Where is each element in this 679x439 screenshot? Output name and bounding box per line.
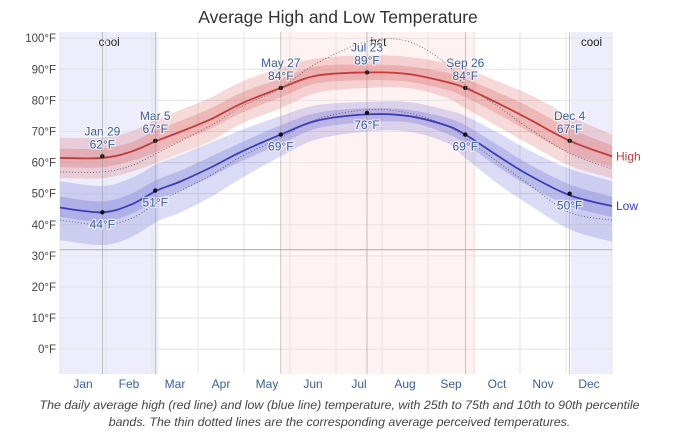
x-tick-label-8: Sep — [440, 377, 462, 391]
low-series-label: Low — [616, 199, 638, 213]
high-line — [59, 71, 613, 160]
low-annotation-value-6: 44°F — [90, 217, 115, 231]
season-label-2: cool — [581, 37, 602, 49]
y-tick-label-1: 10°F — [32, 313, 56, 325]
low-annotation-value-10: 69°F — [453, 140, 478, 154]
temperature-chart: Average High and Low Temperature cool hot… — [25, 7, 641, 391]
y-tick-label-2: 20°F — [32, 282, 56, 294]
low-marker-dot-11 — [567, 191, 572, 196]
low-band-10-90 — [60, 101, 612, 246]
high-band-10-90 — [60, 55, 612, 179]
caption-line-1: The daily average high (red line) and lo… — [39, 398, 640, 412]
season-bands: cool hot cool — [60, 32, 612, 374]
percentile-bands — [60, 55, 612, 246]
x-tick-label-5: Jun — [303, 377, 322, 391]
chart-caption: The daily average high (red line) and lo… — [0, 397, 679, 431]
y-tick-label-3: 30°F — [32, 251, 56, 263]
low-marker-dot-6 — [100, 210, 105, 215]
season-band-1 — [280, 32, 476, 374]
y-tick-label-6: 60°F — [32, 158, 56, 170]
x-tick-label-9: Oct — [488, 377, 507, 391]
y-tick-label-9: 90°F — [32, 64, 56, 76]
chart-title: Average High and Low Temperature — [198, 7, 478, 27]
grid-lines — [59, 32, 613, 374]
x-tick-label-2: Mar — [165, 377, 186, 391]
y-tick-label-5: 50°F — [32, 189, 56, 201]
season-label-1: hot — [370, 37, 387, 49]
y-tick-label-8: 80°F — [32, 95, 56, 107]
low-annotation-value-11: 50°F — [557, 199, 582, 213]
caption-line-2: bands. The thin dotted lines are the cor… — [108, 415, 571, 429]
y-tick-label-4: 40°F — [32, 220, 56, 232]
x-tick-label-6: Jul — [351, 377, 366, 391]
x-tick-label-4: May — [256, 377, 279, 391]
low-annotation-value-8: 69°F — [268, 140, 293, 154]
season-band-0 — [60, 32, 159, 374]
season-label-0: cool — [99, 37, 120, 49]
series-lines — [59, 38, 613, 226]
high-band-25-75 — [60, 64, 612, 168]
low-perceived-line — [59, 109, 613, 226]
x-tick-label-10: Nov — [532, 377, 553, 391]
season-band-2 — [571, 32, 612, 374]
x-tick-label-7: Aug — [394, 377, 415, 391]
low-annotation-value-7: 51°F — [143, 196, 168, 210]
low-line — [59, 113, 613, 214]
y-axis-labels: 0°F 10°F 20°F 30°F 40°F 50°F 60°F 70°F 80°F 90°F 1… — [25, 33, 56, 356]
low-band-25-75 — [60, 107, 612, 222]
series-labels: High Low — [616, 149, 641, 213]
low-marker-dot-10 — [463, 132, 468, 137]
high-series-label: High — [616, 149, 641, 163]
low-marker-dot-9 — [364, 110, 370, 116]
low-marker-dot-8 — [278, 132, 283, 137]
x-tick-label-1: Feb — [119, 377, 140, 391]
y-tick-label-0: 0°F — [38, 344, 56, 356]
x-tick-label-0: Jan — [73, 377, 92, 391]
y-tick-label-7: 70°F — [32, 126, 56, 138]
low-marker-dot-7 — [153, 188, 158, 193]
high-perceived-line — [59, 38, 613, 173]
low-annotation-value-9: 76°F — [354, 118, 379, 132]
x-tick-label-11: Dec — [578, 377, 599, 391]
x-tick-label-3: Apr — [212, 377, 231, 391]
x-axis-labels: Jan Feb Mar Apr May Jun Jul Aug Sep Oct Nov Dec — [73, 377, 599, 391]
y-tick-label-10: 100°F — [25, 33, 56, 45]
